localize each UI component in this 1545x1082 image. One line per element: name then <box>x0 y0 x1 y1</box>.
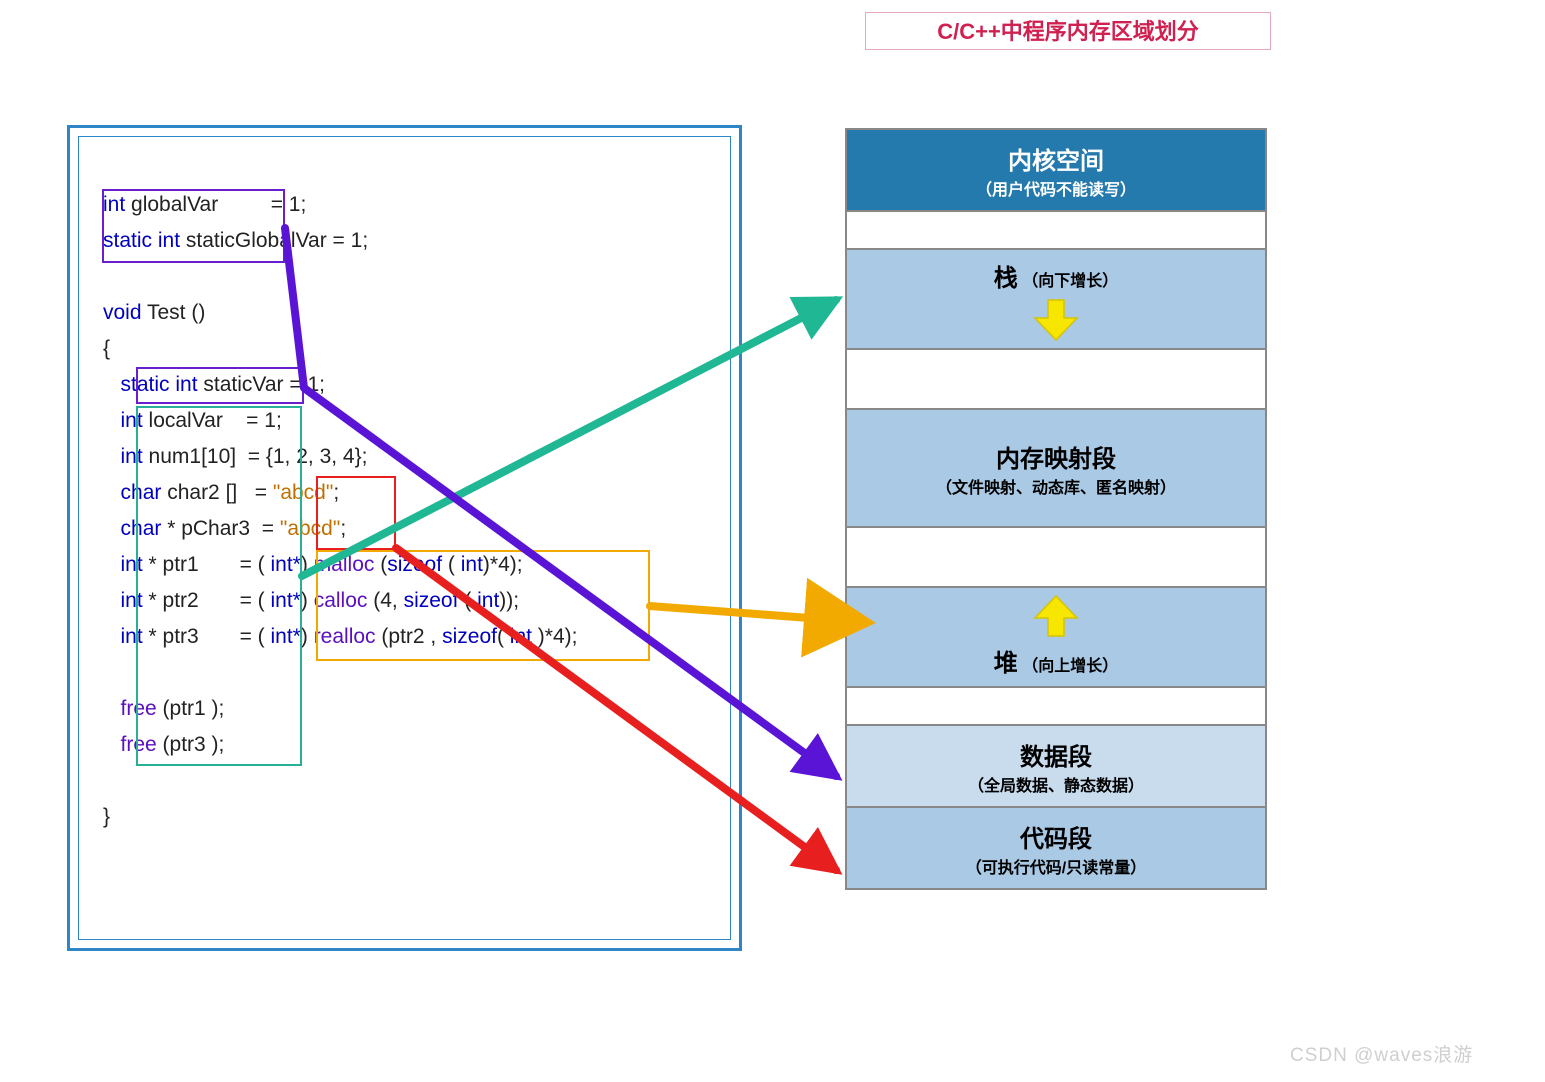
mem-row-title: 栈 <box>994 265 1018 292</box>
code-line: void Test () <box>103 295 706 331</box>
mem-data: 数据段（全局数据、静态数据） <box>846 725 1266 807</box>
mem-row-sub: （全局数据、静态数据） <box>847 772 1265 796</box>
mem-row-title: 内核空间 <box>847 141 1265 176</box>
mem-row-title: 代码段 <box>847 819 1265 854</box>
box-globals <box>102 189 285 263</box>
mem-gap3 <box>846 527 1266 587</box>
mem-row-sub: （用户代码不能读写） <box>847 176 1265 200</box>
mem-row-sub: （文件映射、动态库、匿名映射） <box>847 474 1265 498</box>
code-line <box>103 259 706 295</box>
arrow-down-icon <box>1033 298 1079 342</box>
box-staticvar <box>136 367 304 404</box>
mem-gap1 <box>846 211 1266 249</box>
code-line: } <box>103 799 706 835</box>
mem-gap4 <box>846 687 1266 725</box>
watermark: CSDN @waves浪游 <box>1290 1040 1473 1067</box>
mem-row-title: 内存映射段 <box>847 439 1265 474</box>
mem-code: 代码段（可执行代码/只读常量） <box>846 807 1266 889</box>
root: { "canvas": { "w": 1545, "h": 1082, "bg"… <box>0 0 1545 1082</box>
mem-row-sub: （可执行代码/只读常量） <box>847 854 1265 878</box>
box-heapcalls <box>316 550 650 661</box>
memory-region-table: 内核空间（用户代码不能读写） 栈 （向下增长） 内存映射段（文件映射、动态库、匿名映… <box>845 128 1267 890</box>
mem-row-title: 堆 <box>994 650 1018 677</box>
mem-kernel: 内核空间（用户代码不能读写） <box>846 129 1266 211</box>
mem-row-sub: （向下增长） <box>1018 273 1118 290</box>
arrow-up-icon <box>1033 594 1079 638</box>
mem-heap: 堆 （向上增长） <box>846 587 1266 687</box>
box-locals <box>136 406 302 766</box>
box-strlits <box>316 476 396 550</box>
mem-mmap: 内存映射段（文件映射、动态库、匿名映射） <box>846 409 1266 527</box>
mem-stack: 栈 （向下增长） <box>846 249 1266 349</box>
mem-row-sub: （向上增长） <box>1018 658 1118 675</box>
mem-gap2 <box>846 349 1266 409</box>
mem-row-title: 数据段 <box>847 737 1265 772</box>
code-line <box>103 763 706 799</box>
code-line: { <box>103 331 706 367</box>
diagram-title: C/C++中程序内存区域划分 <box>865 12 1271 50</box>
